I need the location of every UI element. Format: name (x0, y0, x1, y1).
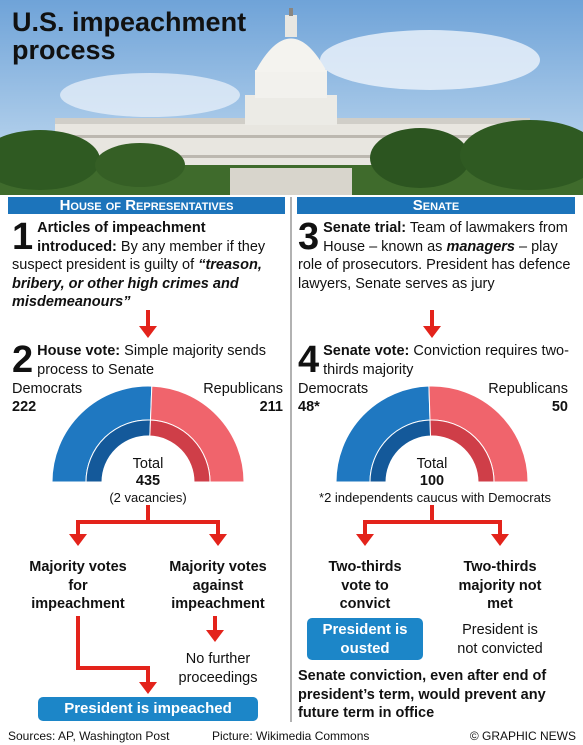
not-convicted: President is not convicted (457, 622, 543, 657)
step-emphasis: managers (446, 238, 515, 255)
result-box: President is ousted (307, 618, 423, 660)
seat-arc-inner (429, 419, 495, 483)
step-lead: Articles of impeachment introduced: (37, 220, 206, 255)
total-value: 100 (419, 473, 445, 489)
outcome: Two-thirds vote to convict (328, 559, 402, 612)
sources: Sources: AP, Washington Post (8, 729, 170, 743)
capitol-photo (0, 0, 583, 195)
step: 3 Senate trial: Team of lawmakers from Ho… (298, 216, 578, 293)
party-seats: 211 (259, 399, 283, 415)
step-number: 1 (12, 216, 34, 258)
seat-arc-inner (149, 419, 211, 483)
total-label: Total (132, 456, 164, 472)
no-further: No further proceedings (178, 651, 258, 686)
total-label: Total (416, 456, 448, 472)
section-heading: House of Representatives (8, 197, 285, 214)
vote-note: *2 independents caucus with Democrats (319, 490, 551, 505)
total-value: 435 (135, 473, 161, 489)
result-box: President is impeached (38, 697, 258, 721)
step-number: 4 (298, 339, 320, 381)
picture-credit: Picture: Wikimedia Commons (212, 729, 370, 743)
step-lead: Senate vote: (323, 343, 410, 359)
step-text: By any member if they suspect president … (12, 238, 266, 274)
party-seats: 222 (12, 399, 37, 415)
step-text: Conviction requires two-thirds majority (323, 343, 569, 378)
step-text: Team of lawmakers from House – known as (323, 220, 568, 255)
title: U.S. impeachment process (12, 7, 247, 65)
outcome: Majority votes for impeachment (29, 559, 127, 612)
party-label: Republicans (488, 381, 568, 397)
step: 1 Articles of impeachment introduced: By … (12, 216, 288, 312)
step-quote: “treason, bribery, or other high crimes … (12, 257, 262, 310)
vote-note: (2 vacancies) (109, 490, 187, 505)
step-text: – play role of prosecutors. President ha… (298, 238, 571, 292)
party-seats: 50 (551, 399, 568, 415)
step-lead: Senate trial: (323, 220, 407, 236)
flow-arrows (76, 310, 502, 684)
party-label: Democrats (12, 381, 83, 397)
arrow-heads (69, 326, 509, 694)
outcome: Two-thirds majority not met (458, 559, 542, 612)
credit: © GRAPHIC NEWS (469, 729, 576, 743)
step-number: 2 (12, 339, 34, 381)
step: 4 Senate vote: Conviction requires two-th… (298, 339, 578, 381)
step: 2 House vote: Simple majority sends proce… (12, 339, 288, 381)
party-seats: 48* (298, 399, 320, 415)
party-label: Democrats (298, 381, 369, 397)
step-lead: House vote: (37, 343, 121, 359)
step-number: 3 (298, 216, 320, 258)
step-text: Simple majority sends process to Senate (37, 343, 266, 378)
party-label: Republicans (203, 381, 283, 397)
conclusion: Senate conviction, even after end of pre… (298, 668, 547, 721)
outcome: Majority votes against impeachment (169, 559, 267, 612)
section-heading: Senate (297, 197, 575, 214)
